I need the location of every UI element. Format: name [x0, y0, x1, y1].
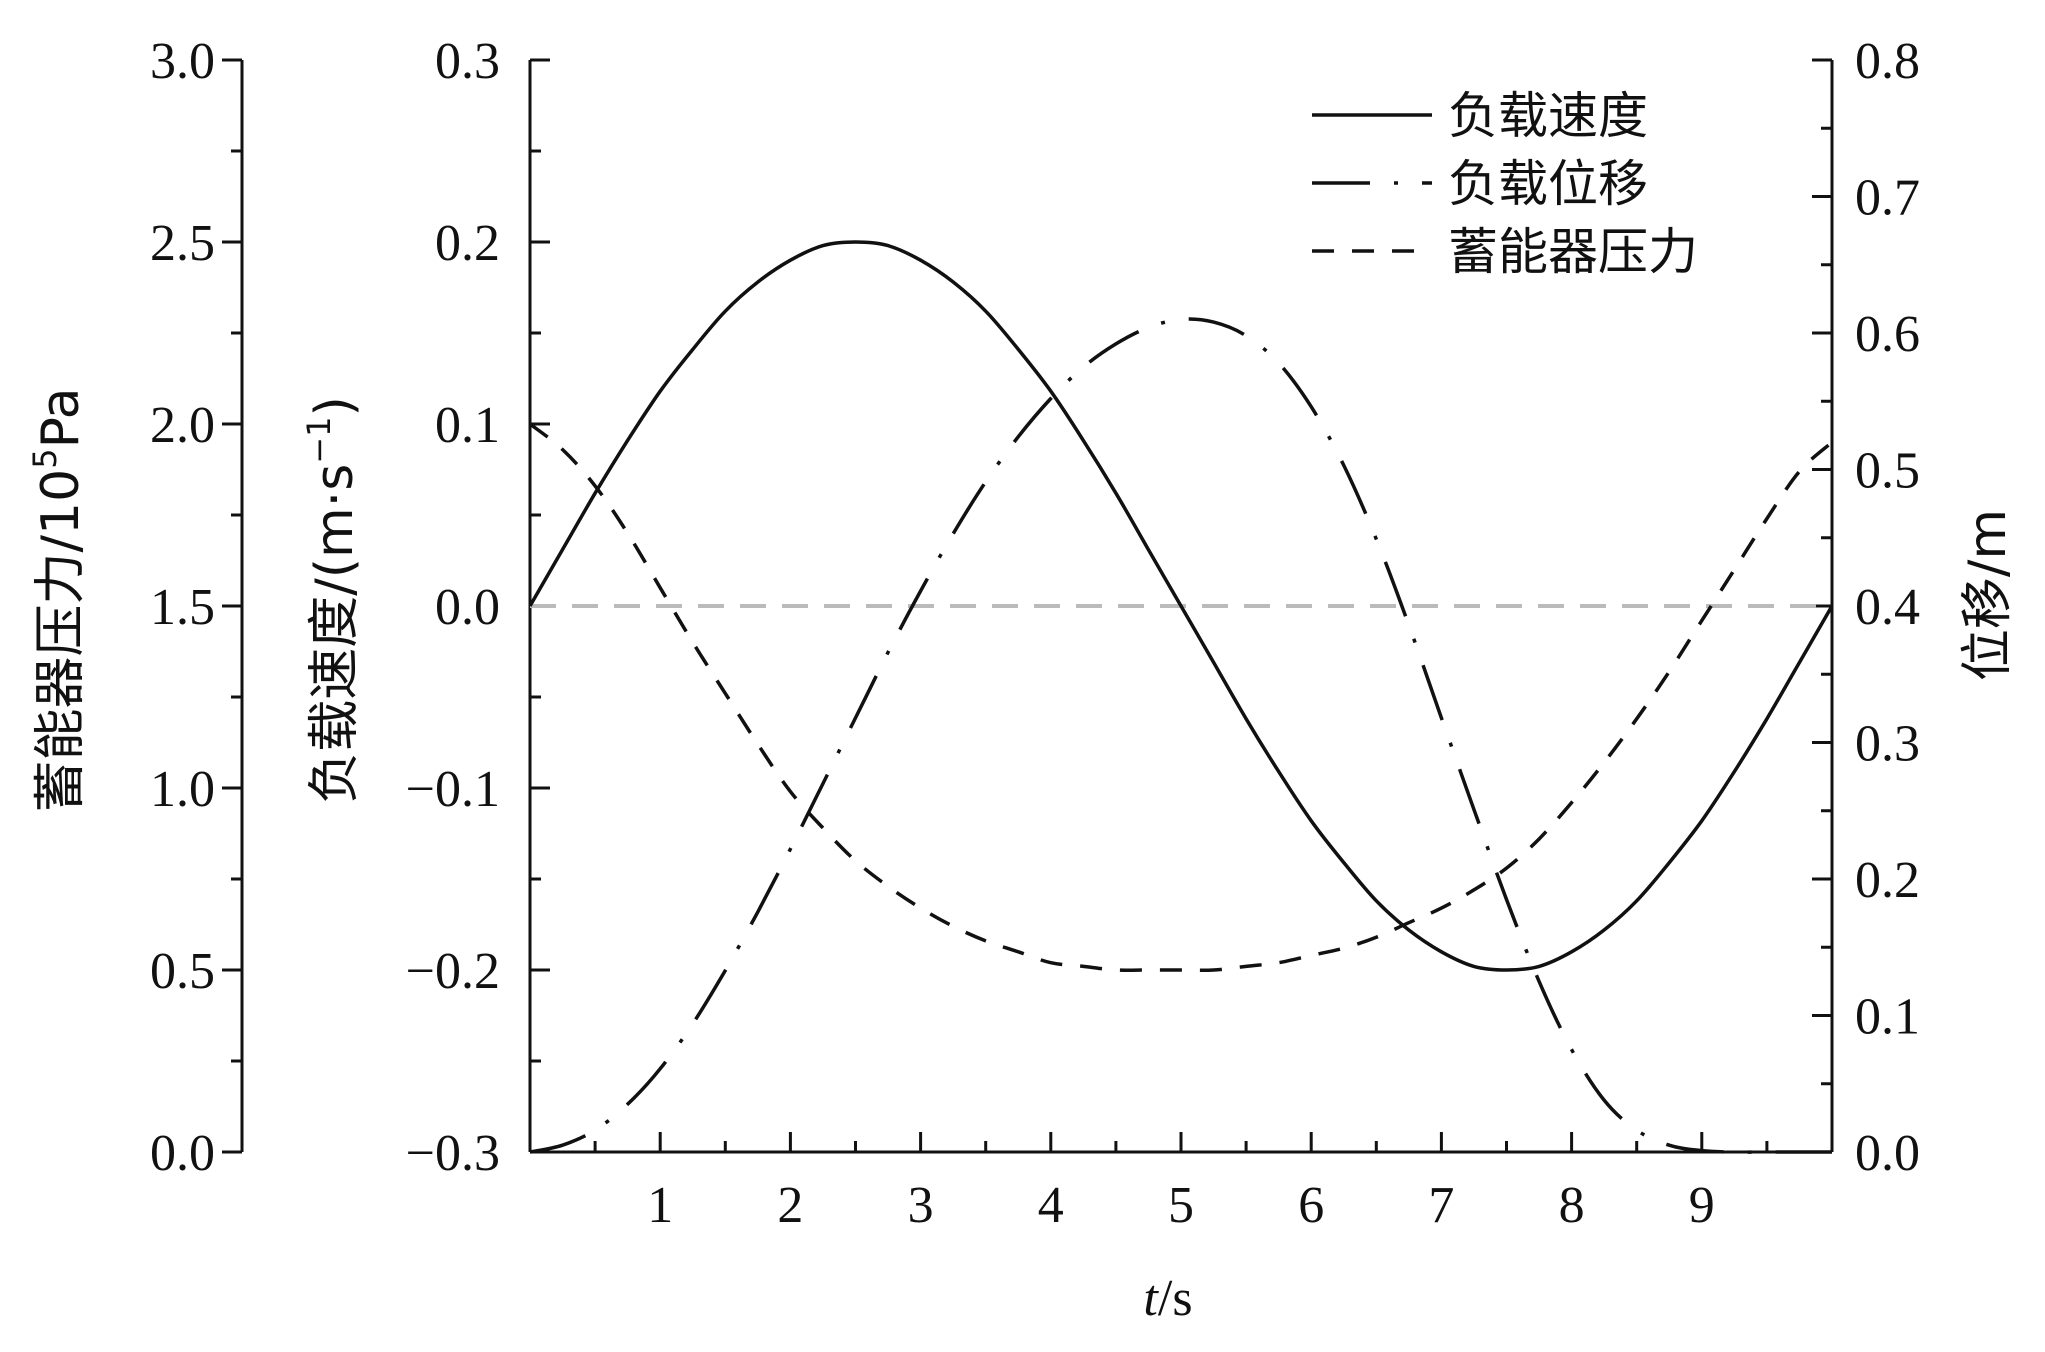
displacement-axis-tick-label: 0.1	[1855, 989, 1920, 1046]
pressure-axis-tick-label: 3.0	[150, 33, 215, 90]
x-axis-tick-label: 8	[1559, 1177, 1585, 1234]
x-axis-tick-label: 4	[1038, 1177, 1064, 1234]
pressure-axis-title: 蓄能器压力/105Pa	[26, 388, 91, 813]
velocity-axis-tick-label: −0.3	[406, 1125, 500, 1182]
pressure-axis-tick-label: 1.5	[150, 579, 215, 636]
velocity-axis-tick-label: 0.0	[435, 579, 500, 636]
x-axis-tick-label: 6	[1298, 1177, 1324, 1234]
displacement-axis-tick-label: 0.7	[1855, 170, 1920, 227]
legend-label: 负载位移	[1448, 155, 1648, 213]
series-line-1	[529, 317, 1832, 1154]
x-axis-tick-label: 1	[647, 1177, 673, 1234]
series-line-2	[528, 422, 1834, 973]
x-axis-tick-label: 2	[777, 1177, 803, 1234]
pressure-axis-tick-label: 2.0	[150, 397, 215, 454]
displacement-axis-title: 位移/m	[1958, 509, 2018, 681]
displacement-axis-tick-label: 0.3	[1855, 716, 1920, 773]
x-axis-tick-label: 5	[1168, 1177, 1194, 1234]
pressure-axis-tick-label: 2.5	[150, 215, 215, 272]
pressure-axis-tick-label: 0.0	[150, 1125, 215, 1182]
legend-label: 蓄能器压力	[1448, 223, 1698, 281]
displacement-axis-tick-label: 0.0	[1855, 1125, 1920, 1182]
x-axis-tick-label: 9	[1689, 1177, 1715, 1234]
velocity-axis-title: 负载速度/(m·s−1)	[300, 396, 365, 804]
series-group	[528, 240, 1834, 1154]
x-axis-tick-label: 7	[1428, 1177, 1454, 1234]
x-axis-tick-label: 3	[908, 1177, 934, 1234]
legend-label: 负载速度	[1448, 87, 1648, 145]
tick-labels-group: 0.0 0.5 1.0 1.5 2.0 2.5 3.0 −0.3 −0.2 −0.1 0.0 0.1 0…	[150, 33, 1920, 1234]
series-line-0	[528, 240, 1834, 972]
displacement-axis-tick-label: 0.6	[1855, 306, 1920, 363]
displacement-axis-tick-label: 0.5	[1855, 443, 1920, 500]
displacement-axis-tick-label: 0.4	[1855, 579, 1920, 636]
displacement-axis-tick-label: 0.8	[1855, 33, 1920, 90]
pressure-axis-tick-label: 0.5	[150, 943, 215, 1000]
displacement-axis-tick-label: 0.2	[1855, 852, 1920, 909]
velocity-axis-tick-label: 0.1	[435, 397, 500, 454]
pressure-axis-tick-label: 1.0	[150, 761, 215, 818]
velocity-axis-tick-label: −0.2	[406, 943, 500, 1000]
velocity-axis-tick-label: 0.3	[435, 33, 500, 90]
velocity-axis-tick-label: 0.2	[435, 215, 500, 272]
x-axis-title: t/s	[1143, 1270, 1192, 1327]
velocity-axis-tick-label: −0.1	[406, 761, 500, 818]
